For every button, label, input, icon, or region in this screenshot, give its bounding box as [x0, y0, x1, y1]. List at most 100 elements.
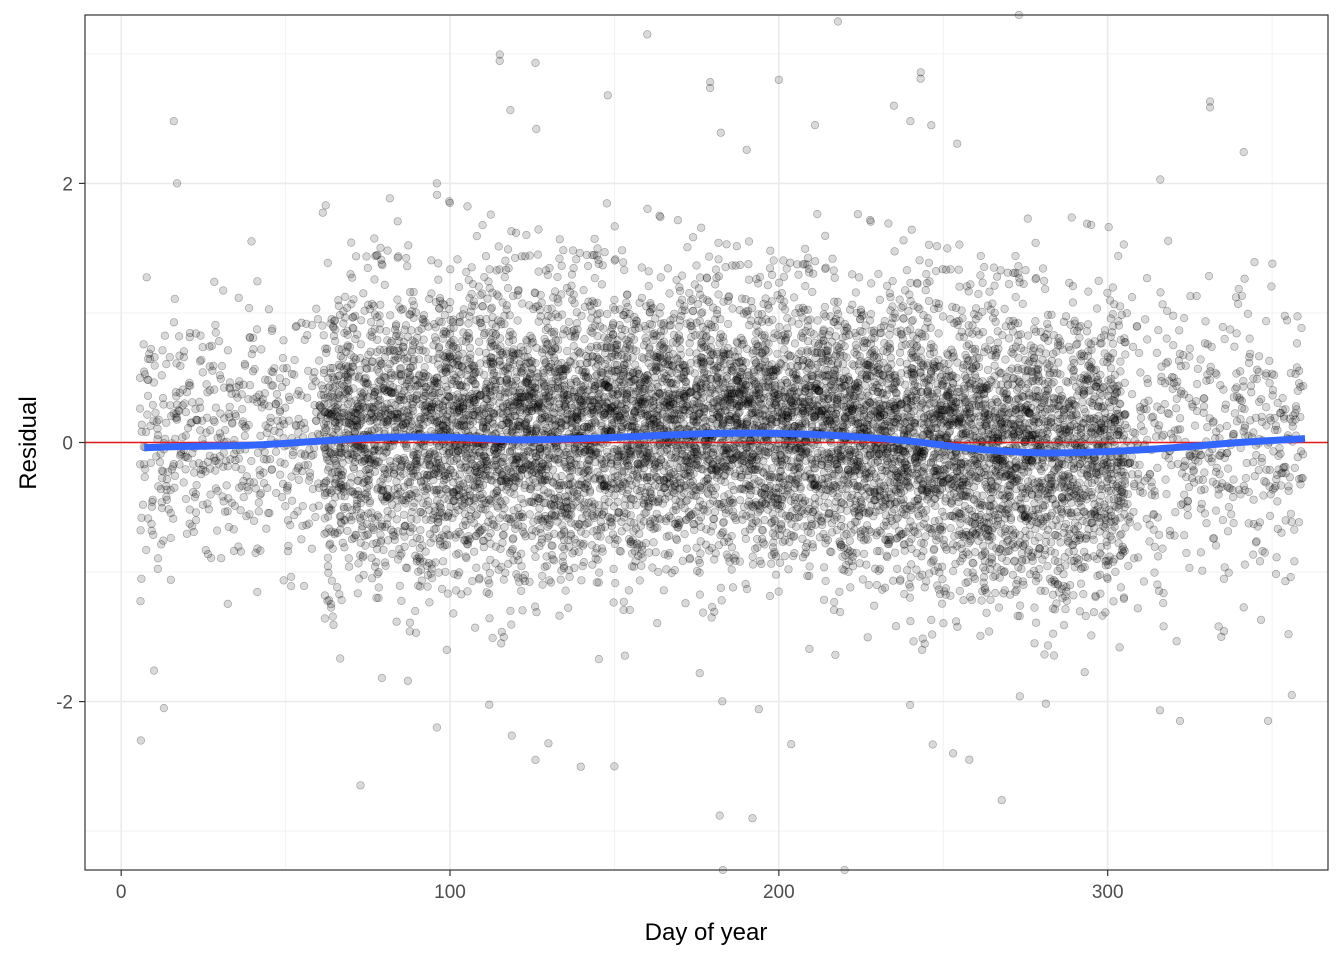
- data-point: [255, 390, 264, 399]
- data-point: [396, 551, 405, 560]
- data-point: [205, 386, 214, 395]
- data-point: [209, 361, 218, 371]
- data-point: [245, 333, 254, 342]
- data-point: [637, 263, 646, 272]
- data-point: [270, 364, 279, 373]
- data-point: [270, 426, 279, 436]
- data-point: [140, 472, 149, 482]
- data-point: [677, 271, 687, 280]
- data-point: [205, 451, 214, 460]
- data-point: [167, 465, 176, 474]
- data-point: [583, 474, 592, 483]
- data-point: [176, 361, 185, 371]
- data-point: [500, 320, 509, 329]
- data-point: [157, 540, 166, 549]
- data-point: [287, 581, 296, 591]
- data-point: [386, 339, 395, 348]
- data-point: [695, 669, 704, 678]
- data-point: [557, 472, 566, 481]
- data-point: [188, 449, 197, 458]
- data-point: [475, 573, 484, 583]
- data-point: [503, 284, 513, 293]
- data-point: [523, 345, 532, 354]
- data-point: [625, 605, 634, 615]
- data-point: [211, 466, 220, 475]
- data-point: [263, 483, 272, 493]
- data-point: [548, 465, 558, 474]
- data-point: [583, 261, 593, 271]
- data-point: [585, 486, 595, 495]
- data-point: [185, 505, 194, 514]
- data-point: [411, 606, 420, 616]
- data-point: [492, 522, 502, 531]
- data-point: [149, 666, 159, 675]
- data-point: [510, 253, 520, 263]
- data-point: [644, 282, 653, 291]
- data-point: [478, 302, 487, 311]
- data-point: [245, 510, 254, 519]
- data-point: [284, 416, 294, 425]
- data-point: [361, 541, 370, 550]
- data-point: [334, 422, 343, 431]
- data-point: [142, 428, 151, 437]
- data-point: [403, 563, 412, 573]
- data-point: [453, 255, 462, 264]
- data-point: [208, 366, 217, 375]
- data-point: [559, 376, 569, 385]
- data-point: [484, 532, 493, 542]
- data-point: [323, 553, 333, 562]
- data-point: [517, 509, 526, 518]
- data-point: [641, 374, 651, 383]
- data-point: [683, 243, 692, 252]
- data-point: [309, 443, 319, 453]
- data-point: [638, 553, 647, 562]
- data-point: [694, 516, 703, 525]
- data-point: [207, 553, 216, 563]
- data-point: [372, 558, 381, 567]
- data-point: [135, 404, 145, 413]
- data-point: [488, 397, 497, 406]
- data-point: [261, 421, 270, 430]
- data-point: [397, 596, 406, 606]
- data-point: [194, 459, 203, 468]
- data-point: [392, 515, 401, 524]
- data-point: [187, 418, 196, 427]
- data-point: [695, 558, 704, 568]
- data-point: [632, 368, 641, 377]
- data-point: [517, 586, 526, 595]
- data-point: [179, 347, 188, 356]
- data-point: [510, 490, 519, 499]
- data-point: [189, 527, 198, 537]
- data-point: [169, 318, 179, 327]
- data-point: [278, 353, 288, 363]
- data-point: [257, 397, 266, 407]
- data-point: [595, 309, 604, 318]
- data-point: [611, 578, 620, 588]
- data-point: [192, 415, 201, 424]
- data-point: [469, 502, 478, 511]
- data-point: [323, 258, 332, 268]
- data-point: [254, 507, 263, 516]
- data-point: [598, 547, 607, 556]
- data-point: [261, 375, 270, 384]
- data-point: [178, 433, 187, 442]
- data-point: [536, 290, 545, 300]
- data-point: [425, 598, 434, 607]
- data-point: [303, 393, 312, 402]
- data-point: [390, 535, 399, 544]
- data-point: [235, 377, 244, 386]
- data-point: [375, 395, 385, 404]
- data-point: [656, 273, 665, 282]
- data-point: [427, 289, 436, 298]
- data-point: [158, 467, 168, 476]
- data-point: [543, 270, 552, 280]
- data-point: [314, 501, 323, 510]
- data-point: [215, 429, 224, 438]
- data-point: [327, 576, 337, 585]
- data-point: [198, 465, 207, 475]
- data-point: [185, 333, 194, 342]
- data-point: [513, 286, 523, 295]
- data-point: [629, 335, 639, 344]
- data-point: [242, 512, 251, 521]
